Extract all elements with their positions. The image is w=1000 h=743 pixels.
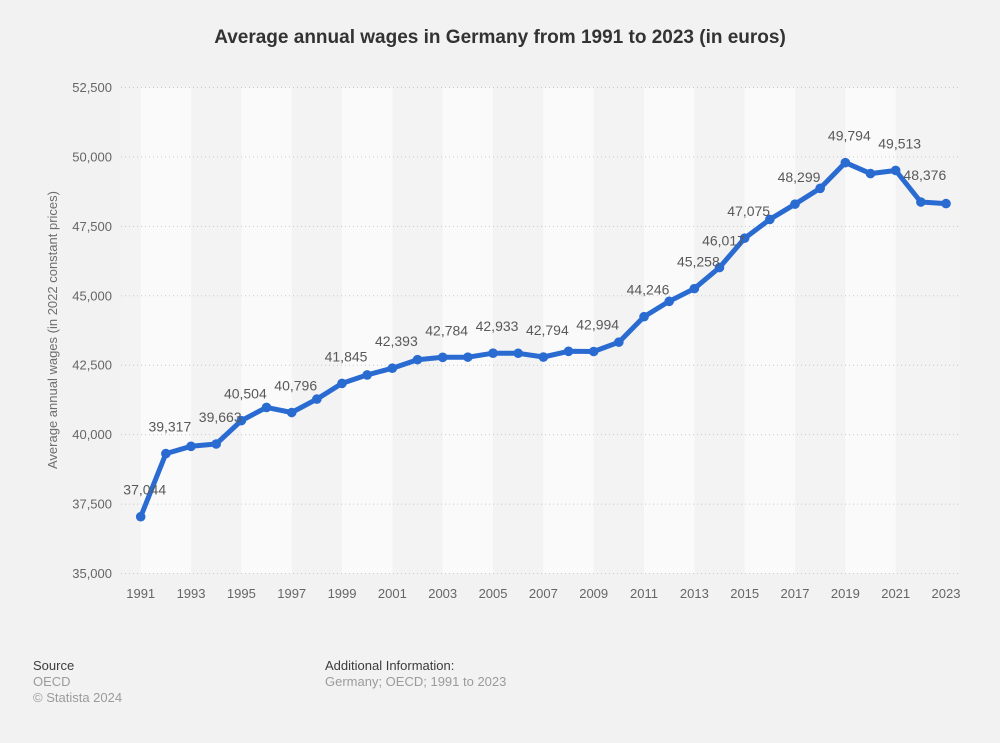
data-point[interactable]	[236, 415, 247, 426]
data-point-label: 45,258	[677, 254, 720, 270]
data-point[interactable]	[488, 348, 498, 358]
plot-band	[744, 87, 796, 574]
additional-info-value: Germany; OECD; 1991 to 2023	[325, 674, 507, 689]
y-tick-label: 47,500	[72, 219, 112, 234]
x-tick-label: 2015	[730, 586, 759, 601]
data-point-label: 47,075	[727, 203, 770, 219]
additional-info-label: Additional Information:	[325, 658, 455, 673]
data-point-label: 41,845	[325, 348, 368, 364]
data-point[interactable]	[513, 348, 523, 359]
data-point-label: 42,794	[526, 322, 569, 338]
data-point[interactable]	[865, 168, 876, 179]
x-tick-label: 2007	[529, 586, 558, 601]
data-point[interactable]	[588, 346, 599, 357]
x-tick-label: 1991	[126, 586, 155, 601]
y-tick-label: 40,000	[72, 427, 112, 442]
x-tick-label: 2023	[932, 586, 961, 601]
data-point[interactable]	[941, 198, 951, 209]
data-point[interactable]	[790, 199, 800, 209]
copyright-notice: © Statista 2024	[33, 690, 123, 705]
data-point[interactable]	[312, 394, 322, 404]
data-point[interactable]	[362, 370, 372, 380]
y-tick-label: 45,000	[72, 288, 112, 303]
data-point[interactable]	[211, 439, 221, 449]
data-point[interactable]	[890, 165, 901, 176]
y-tick-label: 35,000	[72, 566, 112, 581]
data-point-label: 40,796	[274, 378, 317, 394]
data-point-label: 49,794	[828, 128, 871, 144]
y-tick-label: 37,500	[72, 497, 112, 512]
y-axis-title: Average annual wages (in 2022 constant p…	[45, 191, 60, 469]
plot-band	[442, 87, 494, 574]
data-point-label: 42,994	[576, 316, 619, 332]
data-point[interactable]	[614, 337, 624, 347]
x-tick-label: 2013	[680, 586, 709, 601]
y-tick-label: 50,000	[72, 149, 112, 164]
chart-title: Average annual wages in Germany from 199…	[214, 27, 786, 48]
x-tick-label: 2021	[881, 586, 910, 601]
data-point[interactable]	[261, 402, 272, 413]
x-tick-label: 1993	[177, 586, 206, 601]
data-point[interactable]	[639, 311, 649, 322]
data-point-label: 42,933	[476, 318, 519, 334]
x-tick-label: 2011	[630, 586, 658, 601]
data-point[interactable]	[437, 352, 448, 363]
data-point[interactable]	[689, 283, 700, 294]
x-tick-label: 2009	[579, 586, 608, 601]
data-point-label: 48,299	[778, 169, 821, 185]
wage-line-chart: 35,000 37,500 40,000 42,500 45,000 47,500 50,0…	[45, 80, 961, 601]
data-point-label: 46,017	[702, 233, 745, 249]
data-point-label: 42,393	[375, 333, 418, 349]
plot-band	[644, 87, 695, 574]
x-tick-label: 2019	[831, 586, 860, 601]
x-tick-label: 2017	[781, 586, 810, 601]
data-point[interactable]	[337, 378, 347, 389]
data-point[interactable]	[135, 511, 146, 522]
data-point[interactable]	[664, 296, 674, 307]
x-tick-label: 1997	[277, 586, 306, 601]
data-point[interactable]	[463, 352, 473, 362]
source-label: Source	[33, 658, 75, 673]
data-point-label: 49,513	[878, 135, 921, 151]
data-point[interactable]	[765, 214, 775, 225]
x-tick-label: 2005	[479, 586, 508, 601]
x-tick-label: 2001	[378, 586, 407, 601]
data-point-label: 42,784	[425, 322, 468, 338]
data-point-label: 39,317	[148, 419, 191, 435]
data-point[interactable]	[286, 407, 297, 418]
data-point[interactable]	[563, 346, 574, 357]
data-point[interactable]	[412, 354, 423, 365]
data-point-label: 44,246	[627, 282, 670, 298]
data-point[interactable]	[916, 197, 926, 207]
plot-band	[241, 87, 292, 574]
x-tick-label: 1999	[328, 586, 357, 601]
data-point[interactable]	[739, 233, 750, 243]
x-tick-label: 2003	[428, 586, 457, 601]
data-point[interactable]	[186, 441, 196, 452]
data-point[interactable]	[840, 157, 851, 168]
data-point[interactable]	[815, 183, 825, 194]
data-point[interactable]	[714, 262, 725, 273]
plot-band	[845, 87, 896, 574]
data-point-label: 40,504	[224, 386, 267, 402]
source-value: OECD	[33, 674, 71, 689]
plot-band	[543, 87, 594, 574]
data-point[interactable]	[161, 448, 171, 459]
plot-band	[342, 87, 393, 574]
data-point[interactable]	[387, 363, 398, 373]
y-tick-label: 52,500	[72, 80, 112, 95]
x-tick-label: 1995	[227, 586, 256, 601]
data-point-label: 48,376	[903, 167, 946, 183]
data-point-label: 39,663	[199, 409, 242, 425]
data-point[interactable]	[538, 352, 549, 362]
data-point-label: 37,044	[123, 482, 166, 498]
y-tick-label: 42,500	[72, 358, 112, 373]
